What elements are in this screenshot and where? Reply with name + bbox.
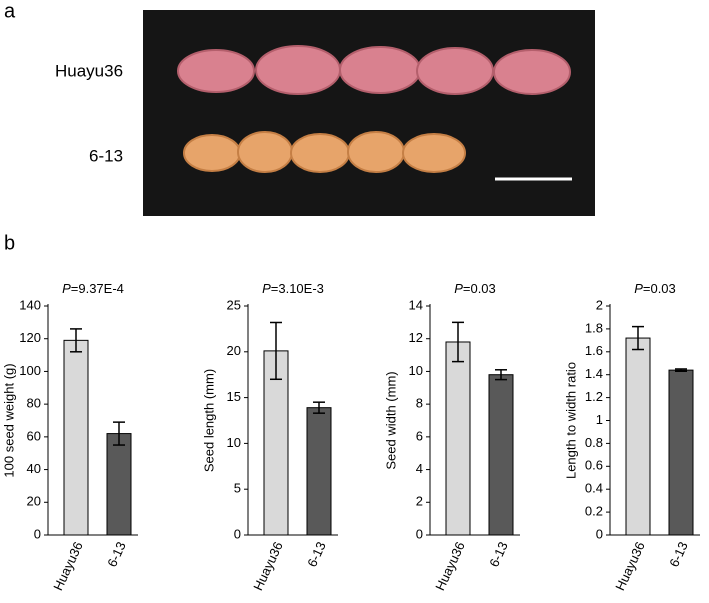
y-tick-label: 0.6: [585, 458, 603, 473]
error-bar: [452, 321, 464, 363]
chart-title: P=0.03: [634, 281, 676, 296]
bar: [306, 407, 332, 536]
y-tick-label: 0.8: [585, 435, 603, 450]
y-tick-label: 10: [409, 363, 423, 378]
y-tick-label: 0.2: [585, 504, 603, 519]
seed-photo: [143, 10, 595, 216]
bar: [106, 433, 132, 536]
y-axis-label: Seed width (mm): [383, 371, 398, 469]
y-tick-label: 20: [227, 343, 241, 358]
x-tick-label: 6-13: [304, 539, 329, 569]
chart-title: P=3.10E-3: [262, 281, 324, 296]
y-tick-label: 0.4: [585, 481, 603, 496]
y-axis-label: 100 seed weight (g): [1, 363, 16, 477]
y-tick-label: 8: [416, 396, 423, 411]
chart-title: P=9.37E-4: [62, 281, 124, 296]
panel-label: a: [4, 0, 16, 22]
y-tick-label: 1.2: [585, 389, 603, 404]
x-tick-label: Huayu36: [50, 539, 86, 593]
y-tick-label: 40: [27, 461, 41, 476]
y-tick-label: 120: [19, 330, 41, 345]
chart-title: P=0.03: [454, 281, 496, 296]
x-tick-label: 6-13: [104, 539, 129, 569]
y-tick-label: 1.4: [585, 366, 603, 381]
y-tick-label: 12: [409, 330, 423, 345]
title-part: =0.03: [463, 281, 496, 296]
error-bar: [632, 325, 644, 351]
y-tick-label: 14: [409, 297, 423, 312]
row-label: 6-13: [89, 146, 123, 165]
x-tick-label: Huayu36: [250, 539, 286, 593]
y-tick-label: 4: [416, 461, 423, 476]
bar: [625, 337, 651, 536]
y-tick-label: 0: [416, 526, 423, 541]
title-part: =9.37E-4: [71, 281, 124, 296]
x-tick-label: 6-13: [486, 539, 511, 569]
y-axis-label: Length to width ratio: [563, 362, 578, 479]
y-tick-label: 2: [416, 494, 423, 509]
y-tick-label: 60: [27, 428, 41, 443]
title-part: =0.03: [643, 281, 676, 296]
title-part: P: [454, 281, 463, 296]
y-axis-label: Seed length (mm): [201, 369, 216, 472]
bar: [488, 374, 514, 536]
y-tick-label: 6: [416, 428, 423, 443]
y-tick-label: 140: [19, 297, 41, 312]
y-tick-label: 80: [27, 396, 41, 411]
x-tick-label: Huayu36: [612, 539, 648, 593]
x-tick-label: Huayu36: [432, 539, 468, 593]
panel-label: b: [4, 232, 15, 254]
bar: [445, 341, 471, 536]
bar: [668, 369, 694, 536]
error-bar: [113, 421, 125, 446]
error-bar: [70, 328, 82, 353]
error-bar: [313, 401, 325, 414]
error-bar: [675, 368, 687, 373]
y-tick-label: 0: [234, 526, 241, 541]
row-label: Huayu36: [55, 61, 123, 80]
bar: [63, 339, 89, 536]
y-tick-label: 0: [34, 526, 41, 541]
error-bar: [270, 321, 282, 381]
y-tick-label: 10: [227, 435, 241, 450]
error-bar: [495, 369, 507, 381]
title-part: =3.10E-3: [271, 281, 324, 296]
title-part: P: [62, 281, 71, 296]
y-tick-label: 1: [596, 412, 603, 427]
title-part: P: [634, 281, 643, 296]
y-tick-label: 20: [27, 494, 41, 509]
y-tick-label: 2: [596, 297, 603, 312]
y-tick-label: 1.6: [585, 343, 603, 358]
y-tick-label: 5: [234, 481, 241, 496]
x-tick-label: 6-13: [666, 539, 691, 569]
title-part: P: [262, 281, 271, 296]
y-tick-label: 1.8: [585, 320, 603, 335]
y-tick-label: 100: [19, 363, 41, 378]
y-tick-label: 0: [596, 526, 603, 541]
y-tick-label: 25: [227, 297, 241, 312]
y-tick-label: 15: [227, 389, 241, 404]
